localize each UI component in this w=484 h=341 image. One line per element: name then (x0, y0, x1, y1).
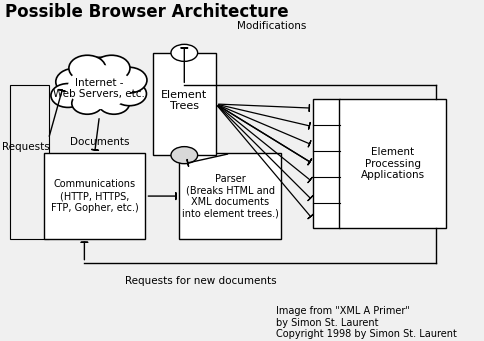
Text: Modifications: Modifications (236, 20, 306, 31)
Circle shape (72, 92, 103, 114)
Text: Internet -
Web Servers, etc.: Internet - Web Servers, etc. (53, 78, 145, 100)
Text: Requests for new documents: Requests for new documents (125, 276, 276, 286)
Text: Image from "XML A Primer"
by Simon St. Laurent
Copyright 1998 by Simon St. Laure: Image from "XML A Primer" by Simon St. L… (276, 306, 456, 339)
Circle shape (98, 92, 129, 114)
Circle shape (51, 84, 85, 107)
Circle shape (56, 68, 94, 95)
Bar (339, 99, 445, 228)
Ellipse shape (170, 147, 197, 164)
Circle shape (110, 67, 147, 93)
Text: Element
Trees: Element Trees (161, 90, 207, 112)
Circle shape (93, 55, 130, 81)
Text: Parser
(Breaks HTML and
XML documents
into element trees.): Parser (Breaks HTML and XML documents in… (182, 174, 278, 219)
Bar (44, 153, 145, 239)
Circle shape (112, 82, 146, 106)
Text: Communications
(HTTP, HTTPS,
FTP, Gopher, etc.): Communications (HTTP, HTTPS, FTP, Gopher… (51, 179, 138, 213)
Bar (179, 153, 281, 239)
Circle shape (74, 57, 124, 93)
Ellipse shape (170, 44, 197, 61)
Text: Element
Processing
Applications: Element Processing Applications (360, 147, 424, 180)
Text: Documents: Documents (70, 136, 129, 147)
Circle shape (68, 65, 131, 109)
Text: Possible Browser Architecture: Possible Browser Architecture (5, 3, 288, 21)
Text: Requests: Requests (2, 142, 50, 152)
Bar (312, 99, 339, 228)
Circle shape (69, 55, 106, 81)
Circle shape (63, 61, 136, 113)
Bar (10, 85, 48, 239)
Bar (152, 53, 215, 155)
